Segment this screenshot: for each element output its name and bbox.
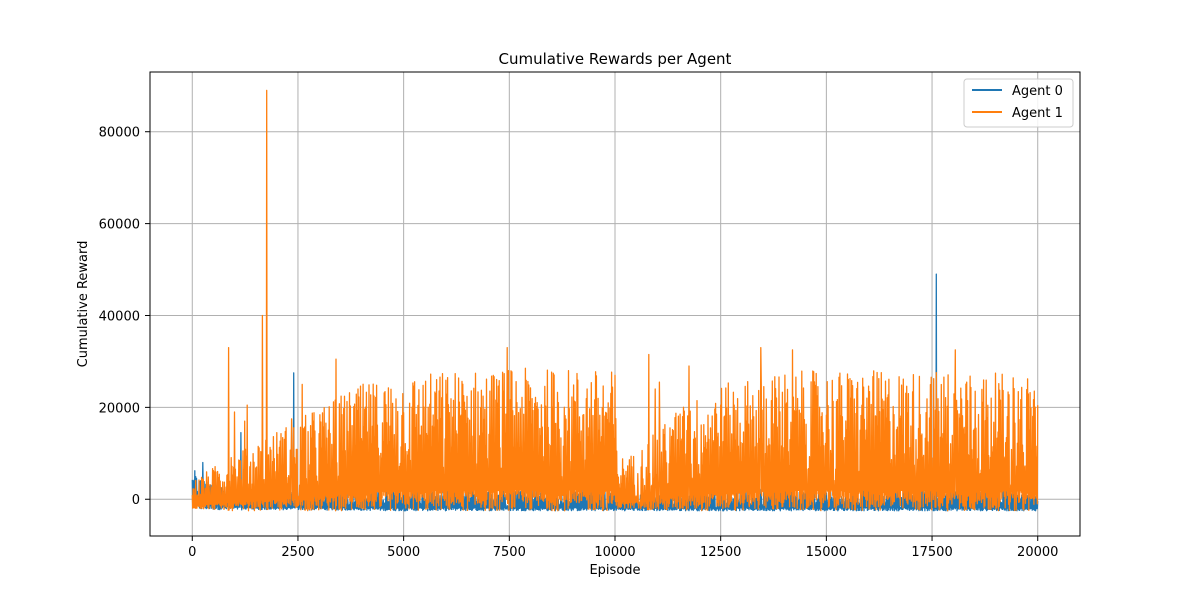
x-axis-label: Episode [589,563,640,578]
x-tick-label: 0 [188,545,196,560]
chart-title: Cumulative Rewards per Agent [499,50,732,68]
x-tick-label: 15000 [806,545,847,560]
series-line-agent-1 [191,89,1039,512]
x-tick-label: 7500 [493,545,526,560]
legend-label-agent-0: Agent 0 [1012,84,1063,99]
y-tick-label: 0 [132,493,140,508]
legend-label-agent-1: Agent 1 [1012,106,1063,121]
legend: Agent 0 Agent 1 [963,78,1074,128]
x-tick-label: 5000 [387,545,420,560]
y-tick-label: 20000 [99,401,140,416]
y-tick-label: 80000 [99,126,140,141]
x-tick-label: 10000 [594,545,635,560]
y-tick-label: 40000 [99,309,140,324]
y-axis-label: Cumulative Reward [76,241,91,368]
y-axis-ticks: 0 20000 40000 60000 80000 [99,126,150,508]
x-tick-label: 17500 [911,545,952,560]
x-tick-label: 2500 [281,545,314,560]
x-tick-label: 20000 [1017,545,1058,560]
x-tick-label: 12500 [700,545,741,560]
x-axis-ticks: 0 2500 5000 7500 10000 12500 15000 17500 20000 [188,536,1058,560]
y-tick-label: 60000 [99,218,140,233]
plot-area [191,89,1039,512]
